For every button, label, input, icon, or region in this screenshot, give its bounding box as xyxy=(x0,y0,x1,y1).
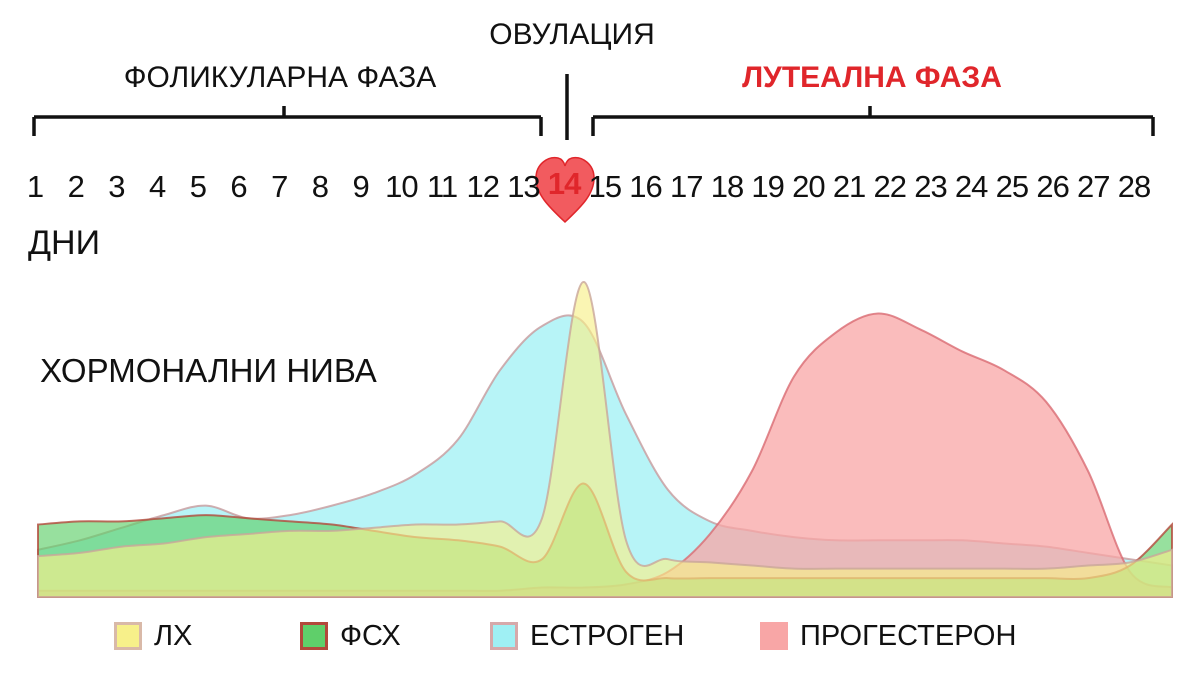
legend-label-estrogen: ЕСТРОГЕН xyxy=(530,620,685,652)
day-tick-label: 2 xyxy=(67,169,85,204)
day-tick-label: 23 xyxy=(914,169,947,204)
legend-swatch-estrogen xyxy=(490,622,518,650)
day-tick-label: 6 xyxy=(230,169,247,204)
day-tick-label: 21 xyxy=(832,169,866,204)
series-area-lh xyxy=(37,280,1173,598)
legend-swatch-fsh xyxy=(300,622,328,650)
day-tick-label: 7 xyxy=(271,169,288,204)
days-axis-label: ДНИ xyxy=(28,224,101,262)
day-tick-label: 25 xyxy=(995,169,1029,204)
ovulation-day-label: 14 xyxy=(547,166,581,201)
day-tick-label: 3 xyxy=(108,169,125,204)
day-tick-label: 13 xyxy=(507,169,540,204)
legend-label-fsh: ФСХ xyxy=(340,620,401,652)
chart-title: ХОРМОНАЛНИ НИВА xyxy=(40,352,377,389)
day-tick-label: 12 xyxy=(466,169,499,204)
day-tick-label: 24 xyxy=(954,169,988,204)
legend-swatch-lh xyxy=(114,622,142,650)
day-tick-label: 20 xyxy=(792,169,825,204)
ovulation-label: ОВУЛАЦИЯ xyxy=(489,18,655,51)
day-tick-label: 26 xyxy=(1036,169,1069,204)
heart-icon xyxy=(535,156,595,224)
day-tick-label: 9 xyxy=(352,169,370,204)
day-tick-label: 4 xyxy=(148,169,166,204)
day-tick-label: 1 xyxy=(26,169,44,204)
follicular-phase-label: ФОЛИКУЛАРНА ФАЗА xyxy=(123,61,437,94)
day-tick-label: 27 xyxy=(1077,169,1110,204)
day-tick-label: 10 xyxy=(385,169,418,204)
legend-label-progesterone: ПРОГЕСТЕРОН xyxy=(800,620,1017,652)
legend-swatch-progesterone xyxy=(760,622,788,650)
day-tick-label: 15 xyxy=(588,169,622,204)
day-tick-label: 11 xyxy=(426,169,458,204)
day-tick-label: 28 xyxy=(1117,169,1151,204)
hormone-areas xyxy=(37,280,1173,598)
day-tick-label: 5 xyxy=(189,169,207,204)
luteal-phase-label: ЛУТЕАЛНА ФАЗА xyxy=(742,61,1002,94)
day-tick-label: 18 xyxy=(710,169,744,204)
day-tick-label: 22 xyxy=(873,169,907,204)
phase-brackets xyxy=(32,74,1155,140)
legend-label-lh: ЛХ xyxy=(154,620,193,652)
day-tick-label: 16 xyxy=(629,169,662,204)
day-tick-label: 17 xyxy=(670,169,703,204)
day-tick-label: 8 xyxy=(311,169,329,204)
day-tick-label: 19 xyxy=(751,169,784,204)
